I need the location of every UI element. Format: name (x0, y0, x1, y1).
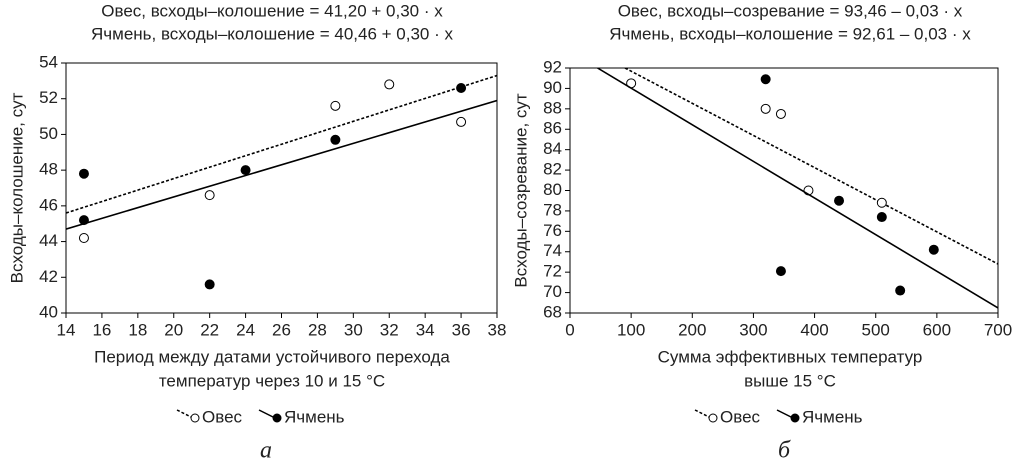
fit-line (66, 99, 497, 230)
y-tick-label: 42 (39, 267, 58, 286)
y-tick-label: 68 (543, 302, 562, 321)
y-tick-label: 44 (39, 231, 58, 250)
point (78, 233, 89, 243)
y-tick-label: 92 (543, 57, 562, 76)
legend-line (694, 409, 712, 419)
y-tick-label: 50 (39, 124, 58, 143)
x-tick-label: 22 (200, 320, 219, 339)
y-tick-label: 78 (543, 200, 562, 219)
chart-title: Ячмень, всходы–колошение = 92,61 – 0,03 … (609, 24, 971, 43)
legend-label: Овес (202, 407, 243, 426)
point (876, 197, 887, 208)
y-tick-label: 48 (39, 160, 58, 179)
x-tick-label: 30 (344, 320, 363, 339)
point (330, 100, 341, 111)
fit-line (66, 74, 497, 214)
caption: б (778, 438, 791, 464)
legend-marker (790, 413, 800, 423)
y-tick-label: 82 (543, 160, 562, 179)
y-tick-label: 90 (543, 78, 562, 97)
y-tick-label: 40 (39, 302, 58, 321)
x-tick-label: 14 (57, 320, 76, 339)
point (876, 212, 887, 223)
y-tick-label: 76 (543, 221, 562, 240)
y-tick-label: 52 (39, 88, 58, 107)
caption: а (260, 438, 272, 464)
point (204, 190, 215, 201)
chart-title: Ячмень, всходы–колошение = 40,46 + 0,30 … (91, 24, 453, 43)
x-tick-label: 16 (92, 320, 111, 339)
x-tick-label: 38 (488, 320, 507, 339)
fit-line (597, 68, 998, 309)
x-tick-label: 300 (739, 320, 767, 339)
y-tick-label: 86 (543, 119, 562, 138)
point (456, 116, 467, 127)
legend-marker (272, 413, 282, 423)
chart-title: Овес, всходы–колошение = 41,20 + 0,30 · … (101, 1, 443, 20)
x-tick-label: 600 (923, 320, 951, 339)
legend-label: Ячмень (802, 407, 863, 426)
legend-line (258, 409, 276, 419)
point (775, 266, 786, 277)
point (78, 168, 89, 179)
x-tick-label: 0 (565, 320, 574, 339)
y-axis-label: Всходы–колошение, сут (7, 92, 26, 283)
y-tick-label: 88 (543, 98, 562, 117)
y-axis-label: Всходы–созревание, сут (511, 93, 530, 288)
x-tick-label: 26 (272, 320, 291, 339)
point (78, 215, 89, 226)
y-tick-label: 54 (39, 52, 58, 71)
x-tick-label: 28 (308, 320, 327, 339)
x-tick-label: 24 (236, 320, 255, 339)
legend-line (176, 409, 194, 419)
x-axis-label: Сумма эффективных температур (658, 347, 923, 366)
x-tick-label: 20 (164, 320, 183, 339)
x-tick-label: 34 (416, 320, 435, 339)
point (834, 195, 845, 206)
x-tick-label: 32 (380, 320, 399, 339)
y-tick-label: 70 (543, 282, 562, 301)
y-tick-label: 74 (543, 241, 562, 260)
x-tick-label: 700 (984, 320, 1012, 339)
point (928, 244, 939, 255)
chart-title: Овес, всходы–созревание = 93,46 – 0,03 ·… (618, 1, 963, 20)
x-tick-label: 100 (617, 320, 645, 339)
point (760, 103, 771, 114)
y-tick-label: 72 (543, 262, 562, 281)
x-tick-label: 500 (862, 320, 890, 339)
x-tick-label: 400 (800, 320, 828, 339)
legend-label: Овес (720, 407, 761, 426)
point (456, 83, 467, 93)
legend-marker (190, 413, 200, 423)
x-tick-label: 36 (452, 320, 471, 339)
point (760, 74, 771, 85)
x-tick-label: 200 (678, 320, 706, 339)
y-tick-label: 84 (543, 139, 562, 158)
x-axis-label: выше 15 °C (744, 371, 836, 390)
x-axis-label: Период между датами устойчивого перехода (94, 347, 450, 366)
plot-frame (569, 67, 999, 314)
y-tick-label: 80 (543, 180, 562, 199)
fit-line (624, 68, 998, 265)
legend-line (776, 409, 794, 419)
legend-label: Ячмень (284, 407, 345, 426)
point (775, 108, 786, 119)
point (330, 134, 341, 145)
point (240, 165, 251, 176)
point (384, 79, 395, 90)
plot-frame (65, 62, 498, 314)
point (204, 279, 215, 290)
y-tick-label: 46 (39, 195, 58, 214)
x-tick-label: 18 (128, 320, 147, 339)
legend-marker (708, 413, 718, 423)
x-axis-label: температур через 10 и 15 °C (159, 371, 385, 390)
point (895, 285, 906, 296)
